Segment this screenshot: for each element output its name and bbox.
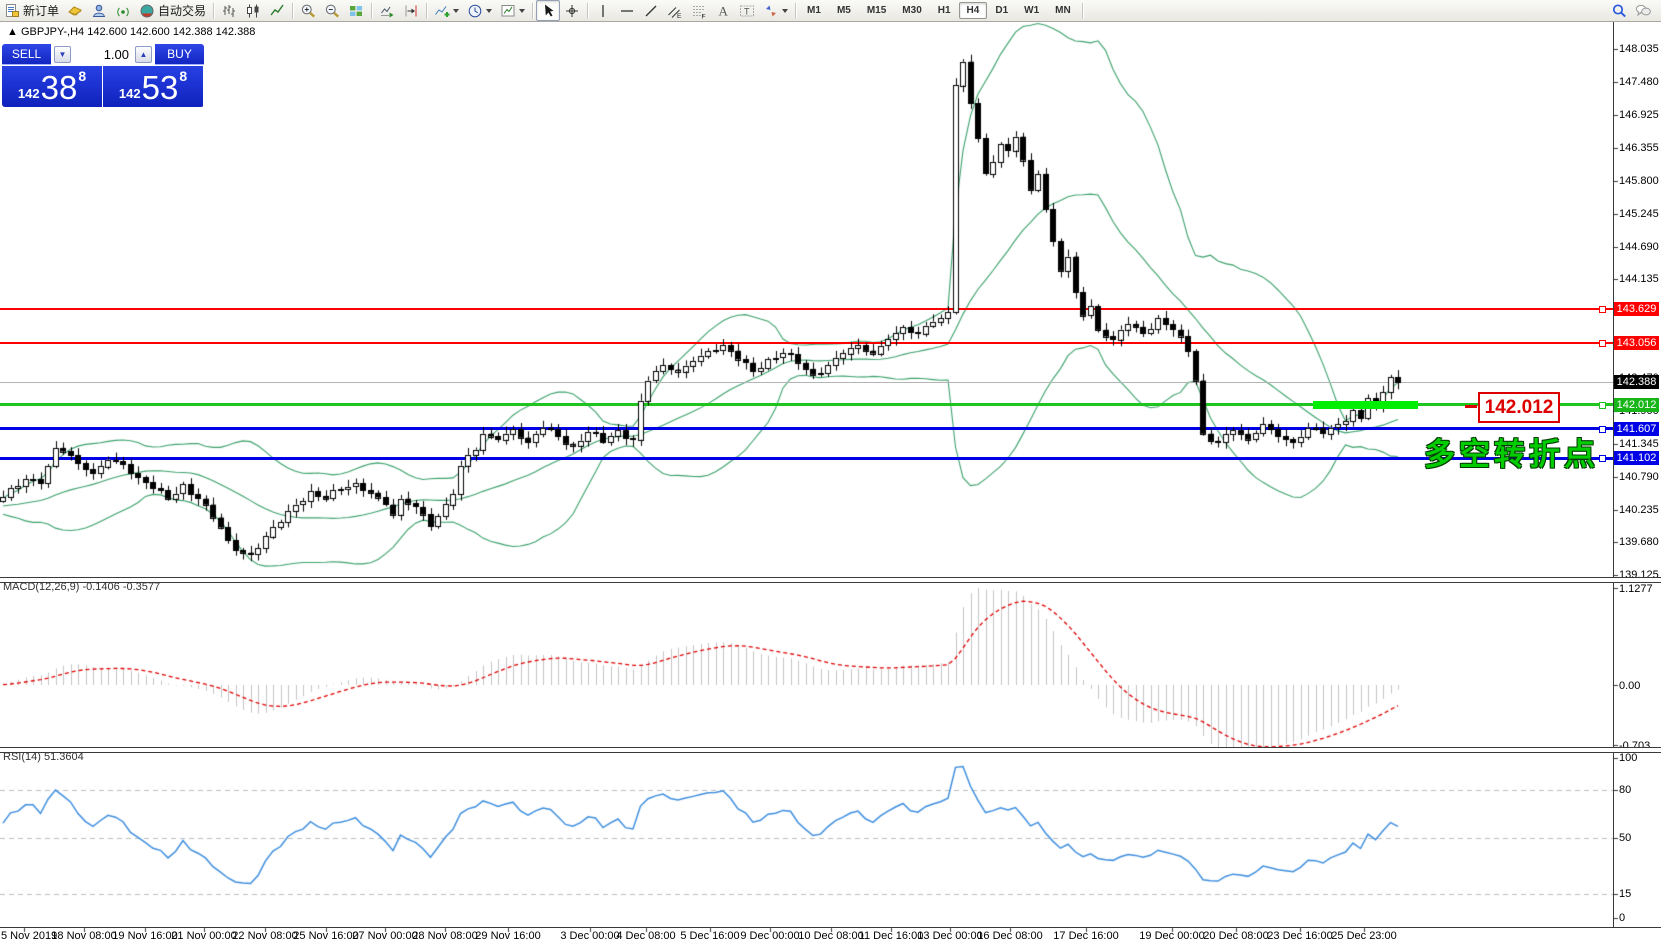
price-tick-label: 147.480 [1619, 75, 1659, 88]
buy-button[interactable]: BUY [155, 44, 204, 65]
price-tick-label: 144.135 [1619, 273, 1659, 286]
price-tag-connector [1465, 404, 1477, 408]
time-tick-label: 11 Dec 16:00 [858, 930, 924, 942]
current-price-label: 142.388 [1614, 375, 1659, 390]
volume-up-button[interactable]: ▲ [135, 46, 152, 63]
one-click-trading-panel: SELL ▼ 1.00 ▲ BUY 142 38 8 142 53 8 [2, 44, 204, 107]
rsi-indicator-label: RSI(14) 51.3604 [3, 751, 84, 763]
hline-handle[interactable] [1599, 401, 1606, 409]
price-tick-label: 141.345 [1619, 438, 1659, 451]
time-tick-label: 13 Dec 00:00 [917, 930, 983, 942]
time-tick-label: 17 Dec 16:00 [1053, 930, 1119, 942]
hline-handle[interactable] [1599, 455, 1606, 463]
symbol-name: GBPJPY-,H4 [20, 26, 85, 38]
hline-handle[interactable] [1599, 340, 1606, 347]
time-tick-label: 10 Dec 08:00 [798, 930, 864, 942]
symbol-info: ▲ GBPJPY-,H4 142.600 142.600 142.388 142… [7, 26, 255, 38]
volume-spinner: ▼ 1.00 ▲ [52, 44, 154, 65]
hline-price-label: 141.102 [1614, 451, 1659, 466]
buy-price-button[interactable]: 142 53 8 [103, 66, 203, 107]
symbol-ohlc: 142.600 142.600 142.388 142.388 [87, 26, 256, 38]
hline-handle[interactable] [1599, 425, 1606, 433]
time-tick-label: 23 Dec 16:00 [1267, 930, 1333, 942]
rsi-axis-label: 50 [1619, 832, 1632, 844]
volume-down-button[interactable]: ▼ [54, 46, 71, 63]
time-tick-label: 29 Nov 16:00 [475, 930, 541, 942]
time-tick-label: 22 Nov 08:00 [232, 930, 298, 942]
time-tick-label: 20 Dec 08:00 [1203, 930, 1269, 942]
time-tick-label: 3 Dec 00:00 [560, 930, 620, 942]
macd-indicator-label: MACD(12,26,9) -0.1406 -0.3577 [3, 581, 161, 593]
macd-axis-label: 0.00 [1619, 680, 1641, 693]
hline-price-label: 143.056 [1614, 336, 1659, 350]
sell-price-pips: 38 [40, 69, 78, 106]
time-tick-label: 5 Nov 2019 [1, 930, 58, 942]
price-tick-label: 146.925 [1619, 108, 1659, 121]
plot-right-border [1613, 22, 1614, 927]
time-tick-label: 4 Dec 08:00 [616, 930, 676, 942]
symbol-marker-icon: ▲ [7, 26, 18, 38]
macd-axis-label: 1.1277 [1619, 583, 1653, 596]
price-tick-label: 139.680 [1619, 536, 1659, 549]
time-tick-label: 27 Nov 00:00 [352, 930, 418, 942]
hline-handle[interactable] [1599, 306, 1606, 314]
time-tick-label: 5 Dec 16:00 [680, 930, 740, 942]
rsi-panel-splitter[interactable] [0, 747, 1661, 753]
time-tick-label: 21 Nov 00:00 [171, 930, 237, 942]
price-tick-label: 146.355 [1619, 142, 1659, 155]
price-tick-label: 145.245 [1619, 207, 1659, 220]
buy-price-big-figure: 142 [118, 86, 141, 101]
macd-panel-splitter[interactable] [0, 577, 1661, 583]
time-tick-label: 28 Nov 08:00 [412, 930, 478, 942]
lime-highlight-segment[interactable] [1313, 400, 1418, 409]
time-tick-label: 25 Nov 16:00 [293, 930, 359, 942]
rsi-axis-label: 15 [1619, 888, 1632, 900]
hline-price-label: 141.607 [1614, 421, 1659, 436]
turning-point-annotation[interactable]: 多空转折点 [1424, 437, 1599, 472]
rsi-axis-label: 80 [1619, 784, 1632, 796]
price-tick-label: 140.790 [1619, 470, 1659, 483]
sell-price-big-figure: 142 [17, 86, 40, 101]
buy-price-point: 8 [179, 68, 188, 84]
time-axis-border [0, 927, 1661, 928]
buy-price-pips: 53 [141, 69, 179, 106]
price-tick-label: 140.235 [1619, 503, 1659, 516]
time-tick-label: 19 Dec 00:00 [1139, 930, 1205, 942]
time-tick-label: 18 Nov 08:00 [51, 930, 117, 942]
hline-price-label: 142.012 [1614, 397, 1659, 412]
rsi-axis-label: 0 [1619, 912, 1626, 924]
price-tick-label: 148.035 [1619, 43, 1659, 55]
hline-price-label: 143.629 [1614, 302, 1659, 317]
rsi-axis-label: 100 [1619, 752, 1638, 764]
sell-price-point: 8 [78, 68, 87, 84]
sell-price-button[interactable]: 142 38 8 [2, 66, 102, 107]
sell-button[interactable]: SELL [2, 44, 51, 65]
price-tick-label: 144.690 [1619, 240, 1659, 253]
time-tick-label: 16 Dec 08:00 [977, 930, 1043, 942]
volume-input[interactable]: 1.00 [103, 47, 129, 62]
time-tick-label: 9 Dec 00:00 [740, 930, 800, 942]
time-tick-label: 25 Dec 23:00 [1331, 930, 1397, 942]
time-tick-label: 19 Nov 16:00 [112, 930, 178, 942]
price-tick-label: 145.800 [1619, 174, 1659, 187]
price-tag-annotation[interactable]: 142.012 [1478, 392, 1560, 423]
